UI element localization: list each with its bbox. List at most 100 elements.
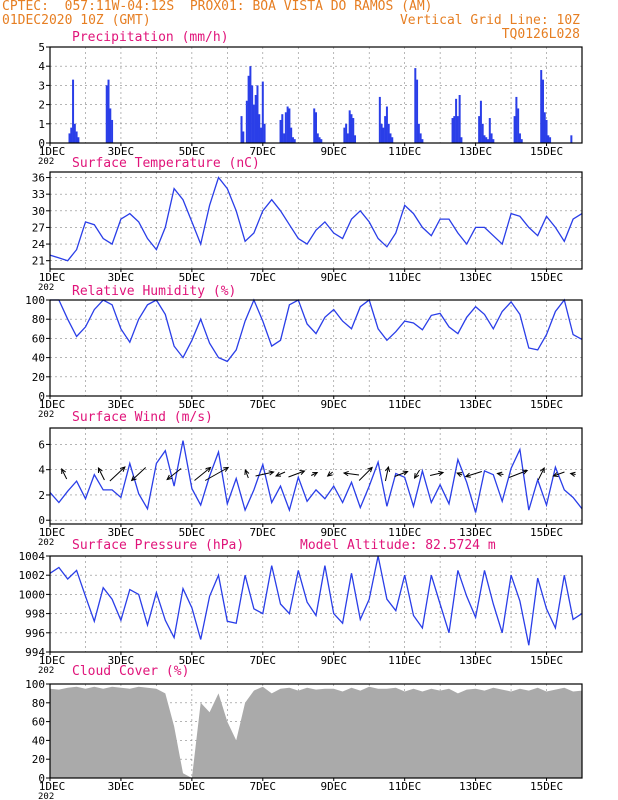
cloud-xtick-label: 9DEC (320, 780, 347, 793)
pressure-xtick-label: 13DEC (459, 654, 492, 667)
precip-bar (481, 123, 484, 143)
precip-bar (520, 139, 523, 143)
wind-xtick-label: 11DEC (388, 526, 421, 539)
wind-arrow (553, 471, 565, 477)
pressure-ytick-label: 1002 (19, 569, 46, 582)
temp-line (49, 176, 583, 262)
precip-bar (288, 108, 291, 143)
wind-arrow (358, 467, 373, 481)
temp-xtick-label: 3DEC (108, 271, 135, 284)
wind-arrow (384, 466, 389, 482)
precip-bar (478, 116, 481, 143)
cloud-ytick-label: 0 (38, 772, 45, 785)
wind-arrow (61, 468, 68, 480)
precip-bar (354, 135, 357, 143)
cloud-xtick-label: 15DEC (530, 780, 563, 793)
wind-xtick-label: 9DEC (320, 526, 347, 539)
precip-bar (258, 114, 261, 143)
rh-xtick-label: 13DEC (459, 398, 492, 411)
precip-bar (487, 139, 490, 143)
precip-bar (483, 135, 486, 143)
precip-bar (251, 85, 254, 143)
precip-ytick-label: 3 (38, 79, 45, 92)
precip-xtick-label: 3DEC (108, 145, 135, 158)
precip-xtick-label: 7DEC (250, 145, 277, 158)
precip-bar (293, 139, 296, 143)
pressure-line (49, 555, 583, 646)
precip-bar (488, 118, 491, 143)
wind-arrow (194, 467, 211, 481)
wind-arrow-head (413, 472, 420, 479)
wind-arrow-head (342, 470, 349, 477)
wind-arrow-head (61, 467, 66, 475)
rh-frame (49, 299, 583, 397)
precip-year-label: 202 (38, 157, 54, 167)
rh-ytick-label: 40 (32, 352, 45, 365)
precip-bar (547, 135, 550, 143)
temp-ytick-label: 24 (32, 238, 46, 251)
rh-ytick-label: 0 (38, 390, 45, 403)
precip-bar (70, 127, 73, 143)
wind-arrow-head (402, 470, 409, 476)
rh-panel: 0 20 40 60 80 100 1DEC 3DEC 5DEC 7DEC 9DEC 11DEC 13D… (25, 294, 583, 420)
precip-bar (518, 133, 521, 143)
precip-ytick-label: 0 (38, 137, 45, 150)
wind-arrow-head (244, 468, 250, 476)
rh-xtick-label: 7DEC (250, 398, 277, 411)
wind-arrow-head (299, 470, 306, 475)
precip-bar (378, 96, 381, 143)
rh-xtick-label: 5DEC (179, 398, 206, 411)
precip-bar (348, 110, 351, 143)
wind-panel: 0 2 4 6 1DEC 3DEC 5DEC 7DEC 9DEC 11DEC 13DEC 15DEC 2… (38, 427, 583, 548)
wind-xtick-label: 1DEC (39, 526, 66, 539)
pressure-xtick-label: 1DEC (39, 654, 66, 667)
wind-arrow (244, 469, 249, 479)
precip-bar (286, 106, 289, 143)
precip-bar (111, 119, 114, 143)
wind-arrow (131, 467, 147, 481)
wind-arrow-head (130, 475, 137, 482)
rh-xtick-label: 11DEC (388, 398, 421, 411)
precip-ytick-label: 4 (38, 60, 45, 73)
wind-arrow-head (464, 472, 471, 478)
precip-bar (391, 137, 394, 143)
pressure-ytick-label: 1004 (19, 550, 46, 563)
precip-bar (389, 133, 392, 143)
pressure-xtick-label: 7DEC (250, 654, 277, 667)
cloud-xtick-label: 1DEC (39, 780, 66, 793)
precip-bar (570, 135, 573, 143)
wind-arrow-head (97, 466, 103, 474)
wind-arrow (275, 471, 286, 477)
rh-xtick-label: 15DEC (530, 398, 563, 411)
temp-year-label: 202 (38, 283, 54, 293)
precip-bar (261, 81, 264, 143)
rh-title: Relative Humidity (%) (72, 284, 237, 299)
precip-bar (254, 95, 257, 143)
wind-frame (49, 427, 583, 525)
cloud-year-label: 202 (38, 792, 54, 800)
wind-xtick-label: 15DEC (530, 526, 563, 539)
precip-bar (453, 116, 456, 143)
wind-arrows (61, 465, 576, 482)
temp-ytick-label: 27 (32, 221, 45, 234)
pressure-xtick-label: 5DEC (179, 654, 206, 667)
pressure-xtick-label: 15DEC (530, 654, 563, 667)
precip-bar (387, 123, 390, 143)
wind-arrow (414, 469, 421, 479)
precip-bar (290, 127, 293, 143)
precip-xtick-label: 13DEC (459, 145, 492, 158)
precip-bar (513, 116, 516, 143)
pressure-title: Surface Pressure (hPa) (72, 538, 245, 553)
precip-bar (320, 139, 323, 143)
precip-xtick-label: 11DEC (388, 145, 421, 158)
precip-bar (249, 66, 252, 143)
temp-xtick-label: 5DEC (179, 271, 206, 284)
precip-bar (419, 133, 422, 143)
temp-ytick-label: 30 (32, 205, 45, 218)
precip-bar (380, 123, 383, 143)
precip-bar (545, 119, 548, 143)
precip-ytick-label: 2 (38, 99, 45, 112)
cloud-ytick-label: 100 (25, 678, 45, 691)
precip-bar (384, 116, 387, 143)
